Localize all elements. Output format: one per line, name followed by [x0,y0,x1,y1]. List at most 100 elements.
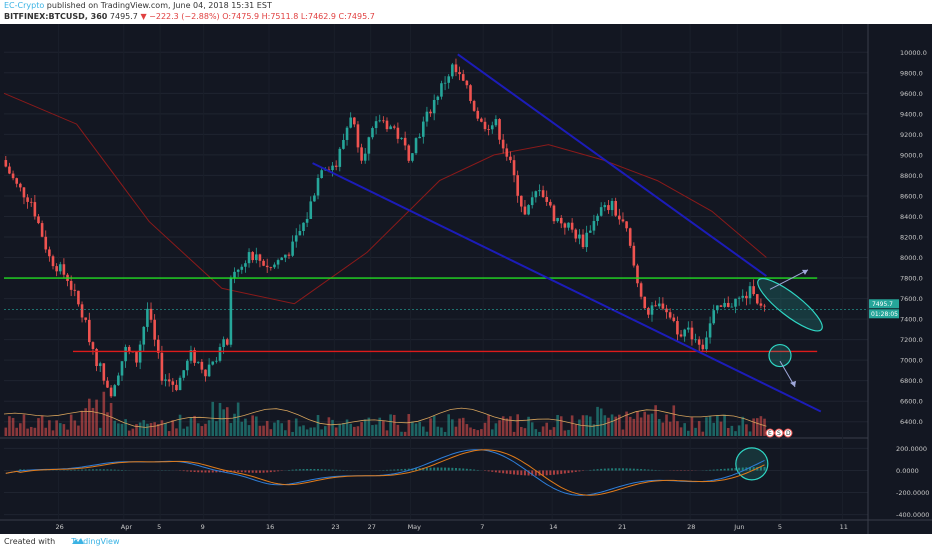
macd-histogram-bar [393,469,396,471]
macd-histogram-bar [473,469,476,471]
volume-bar [276,420,280,436]
volume-bar [229,423,233,436]
candle [229,275,233,348]
candle [88,312,91,346]
volume-bar [447,414,451,436]
macd-histogram-bar [629,468,632,471]
macd-histogram-bar [727,468,730,471]
macd-histogram-bar [295,469,298,471]
macd-tick-label: -400.0000 [896,511,929,519]
macd-histogram-bar [621,468,624,471]
candle [182,369,185,381]
candle [309,196,313,220]
candle-body [353,117,356,125]
macd-histogram-bar [269,470,272,473]
candle [527,204,530,216]
last-price: 7495.7 [109,12,138,21]
candle [313,193,316,202]
candle-body [440,83,443,97]
volume-bar [643,411,647,436]
candle-body [196,361,200,363]
candle [338,147,342,172]
candle-body [672,317,676,322]
macd-histogram-bar [531,470,534,476]
candle-body [117,375,120,386]
candle [755,293,759,305]
candle [204,369,207,382]
candle [719,304,723,307]
candle [411,153,414,163]
candle-body [218,347,222,361]
candle [22,187,26,205]
volume-bar [298,426,302,436]
volume-bar [483,422,487,436]
volume-bar [138,422,142,436]
macd-histogram-bar [719,469,722,471]
candle [639,281,643,300]
candle-body [146,308,149,327]
macd-tick-label: 200.0000 [896,445,927,453]
volume-bar [29,426,33,436]
candle [382,116,385,124]
price-axis[interactable]: 10000.0 9800.0 9600.0 9400.0 9200.0 9000.0 880… [867,24,929,534]
price-tick-label: 8000.0 [900,254,923,262]
macd-histogram-bar [113,469,116,471]
candle-body [156,339,160,353]
volume-bar [69,414,73,436]
volume-bar [302,425,305,436]
macd-histogram-bar [211,470,214,473]
tradingview-brand[interactable]: TradingView [71,537,120,546]
candle-body [414,138,418,154]
candle [127,345,131,355]
macd-histogram-bar [422,467,425,471]
volume-bar [233,413,236,436]
candle-body [389,126,392,130]
macd-histogram-bar [233,470,236,472]
macd-histogram-bar [237,470,240,473]
time-axis[interactable]: 26 Apr 5 9 16 23 27 May 7 14 21 28 Jun 5 11 [55,523,847,531]
macd-histogram-bar [643,469,646,471]
candle-body [701,344,705,350]
candle [440,80,443,100]
candle-body [527,205,530,215]
candle-body [175,384,178,391]
author-link[interactable]: EC-Crypto [4,1,45,10]
volume-bar [403,431,407,436]
candle [109,385,113,398]
candle [102,363,106,385]
time-tick-label: 21 [618,523,626,531]
time-tick-label: 9 [201,523,205,531]
volume-bar [316,415,320,436]
volume-bar [505,418,509,436]
moving-average-line [3,92,767,305]
candle-body [447,76,451,83]
volume-bar [200,426,204,436]
volume-bar [273,422,276,436]
volume-bar [120,423,124,436]
volume-bar [628,416,632,436]
volume-bar [255,416,258,436]
volume-bar [657,419,661,436]
candle [215,356,218,364]
macd-histogram-bar [741,467,744,471]
volume-bar [458,418,461,436]
candle-body [77,290,80,305]
price-tick-label: 6400.0 [900,418,923,426]
candle-body [469,85,472,101]
price-tick-label: 6800.0 [900,377,923,385]
macd-histogram-bar [415,468,418,471]
breakout-ellipse [757,278,823,332]
candle [625,221,628,232]
candle [331,161,334,177]
time-tick-label: 28 [687,523,695,531]
candle-body [276,260,280,265]
candle-body [403,137,407,146]
candle [581,229,585,250]
created-with-label: Created with [4,537,56,546]
candle [273,262,276,270]
volume-bar [487,414,490,436]
symbol-label: BITFINEX:BTCUSD, 360 [4,12,108,21]
candle-body [719,305,723,307]
